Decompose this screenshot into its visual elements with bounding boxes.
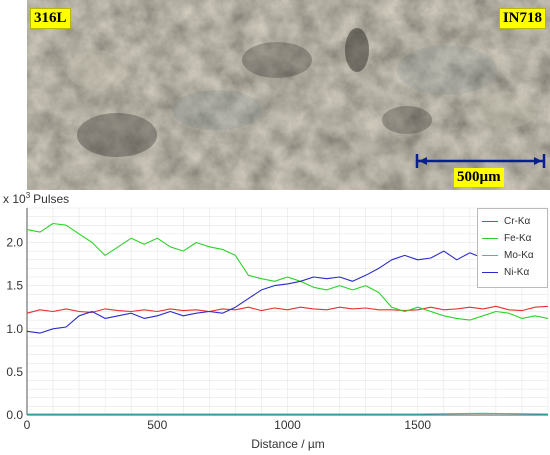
x-tick-label: 0 (24, 418, 31, 432)
y-tick-label: 1.5 (6, 279, 23, 293)
legend-label: Cr-Kα (504, 216, 531, 227)
legend-item: Ni-Kα (482, 264, 543, 281)
legend-label: Ni-Kα (504, 267, 530, 278)
label-in718: IN718 (498, 8, 546, 29)
micrograph-image: 316L IN718 500µm (27, 0, 550, 190)
axes (26, 208, 548, 416)
x-tick-label: 500 (147, 418, 167, 432)
tick-labels: 0.0 0.5 1.0 1.5 2.0 0 500 1000 1500 (6, 236, 431, 433)
x-axis-label: Distance / µm (251, 437, 325, 451)
legend-swatch (482, 272, 498, 273)
legend-item: Fe-Kα (482, 230, 543, 247)
legend-swatch (482, 221, 498, 222)
y-tick-label: 1.0 (6, 322, 23, 336)
legend: Cr-Kα Fe-Kα Mo-Kα Ni-Kα (477, 208, 548, 288)
y-tick-label: 0.5 (6, 365, 23, 379)
scale-bar-label: 500µm (454, 168, 504, 187)
scale-bar (415, 154, 546, 168)
legend-swatch (482, 238, 498, 239)
series-lines (26, 222, 549, 415)
x-tick-label: 1500 (404, 418, 431, 432)
x-tick-label: 1000 (274, 418, 301, 432)
legend-label: Mo-Kα (504, 250, 534, 261)
legend-label: Fe-Kα (504, 233, 532, 244)
chart-svg: 0.00.51.01.52.00 500 1000 1500 x 103 Pulses … (3, 191, 549, 451)
y-tick-label: 2.0 (6, 236, 23, 250)
series-line-fe (26, 222, 549, 321)
series-line-mo (27, 412, 549, 415)
y-axis-label: x 103 Pulses (3, 191, 69, 206)
legend-swatch (482, 255, 498, 256)
series-line-ni (26, 250, 548, 334)
series-line-cr (26, 305, 549, 314)
legend-item: Cr-Kα (482, 213, 543, 230)
legend-item: Mo-Kα (482, 247, 543, 264)
y-tick-label: 0.0 (6, 408, 23, 422)
micrograph-texture (27, 0, 550, 190)
grid (26, 207, 549, 416)
label-316l: 316L (30, 8, 71, 29)
line-chart: 0.0 0.5 1.0 1.5 2.0 0 500 1000 1500 x 103 Pulses … (0, 190, 550, 455)
